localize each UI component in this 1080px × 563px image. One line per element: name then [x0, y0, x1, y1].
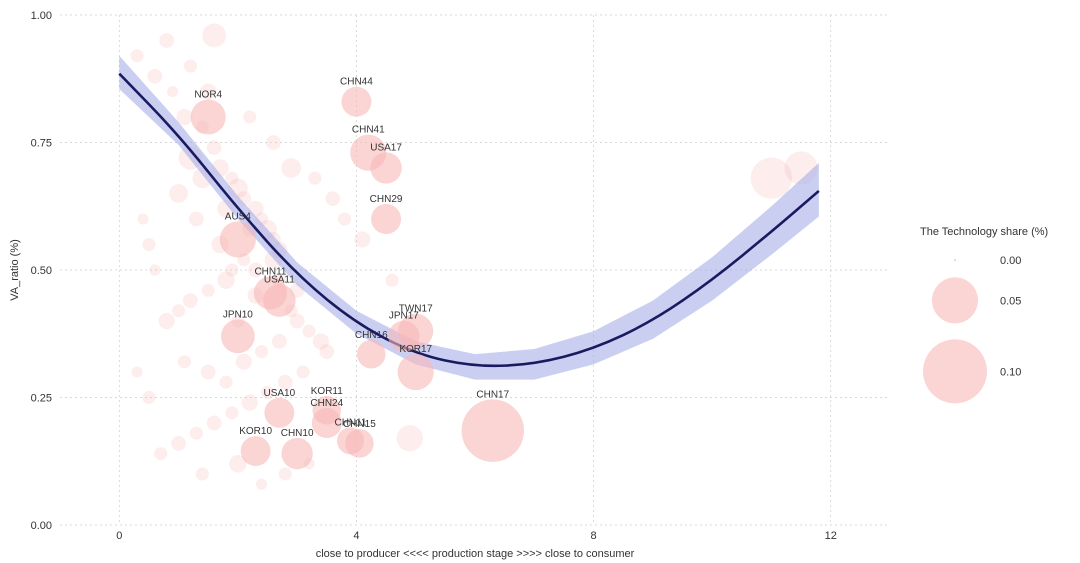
faint-point: [225, 406, 238, 419]
bubble: [370, 152, 401, 183]
faint-point: [154, 447, 167, 460]
faint-point: [242, 395, 258, 411]
bubble-label: KOR17: [399, 344, 432, 355]
bubble-label: NOR4: [194, 90, 222, 101]
bubble: [264, 398, 294, 428]
faint-point: [256, 479, 267, 490]
faint-point: [159, 33, 174, 48]
faint-point: [302, 325, 315, 338]
faint-point: [385, 274, 398, 287]
bubble-label: CHN15: [343, 419, 376, 430]
bubble-label: AUS4: [225, 211, 252, 222]
bubble-label: KOR11: [311, 386, 343, 397]
faint-point: [354, 231, 370, 247]
faint-point: [196, 467, 209, 480]
faint-point: [266, 135, 281, 150]
bubble: [462, 399, 524, 461]
bubble-label: USA17: [370, 142, 402, 153]
bubble-label: CHN24: [310, 398, 343, 409]
faint-point: [202, 284, 215, 297]
legend-bubble: [954, 259, 956, 261]
faint-point: [225, 263, 238, 276]
bubble: [221, 319, 255, 353]
bubble: [191, 100, 226, 135]
bubble-label: USA11: [264, 274, 295, 285]
bubble-label: CHN17: [476, 389, 509, 400]
faint-point: [202, 24, 226, 48]
bubble: [263, 284, 296, 317]
scatter-chart: NOR4CHN44CHN41USA17CHN29AUS4CHN11USA11JP…: [0, 0, 1080, 563]
faint-point: [142, 391, 155, 404]
faint-point: [147, 69, 162, 84]
faint-point: [190, 427, 203, 440]
bubble-label: KOR10: [239, 426, 272, 437]
faint-point: [325, 191, 340, 206]
x-tick-label: 0: [116, 530, 122, 542]
faint-point: [172, 304, 185, 317]
legend-bubble: [923, 339, 987, 403]
faint-point: [297, 365, 310, 378]
bubble-label: CHN41: [352, 125, 385, 136]
bubble: [241, 436, 271, 466]
x-axis-label: close to producer <<<< production stage …: [316, 548, 635, 560]
y-tick-label: 0.75: [31, 138, 52, 150]
y-tick-label: 0.25: [31, 393, 52, 405]
faint-point: [308, 172, 321, 185]
bubble-label: CHN44: [340, 77, 373, 88]
legend-item-label: 0.05: [1000, 295, 1021, 307]
faint-point: [184, 59, 197, 72]
faint-point: [255, 345, 268, 358]
x-tick-label: 8: [591, 530, 597, 542]
x-tick-label: 12: [825, 530, 837, 542]
faint-point: [338, 212, 351, 225]
y-tick-label: 1.00: [31, 10, 52, 22]
faint-point: [159, 313, 175, 329]
bubble: [341, 87, 371, 117]
faint-point: [207, 140, 222, 155]
bubble: [220, 221, 256, 257]
faint-point: [167, 86, 178, 97]
faint-point: [169, 184, 188, 203]
faint-point: [397, 425, 423, 451]
bubble: [345, 429, 374, 458]
faint-point: [171, 436, 186, 451]
bubble-label: JPN17: [389, 311, 419, 322]
faint-point: [201, 365, 216, 380]
faint-point: [132, 366, 143, 377]
faint-point: [279, 467, 292, 480]
legend-item-label: 0.10: [1000, 366, 1021, 378]
faint-point: [219, 376, 232, 389]
bubble-label: CHN10: [281, 428, 314, 439]
bubble-label: CHN29: [370, 194, 403, 205]
bubble-label: CHN16: [355, 330, 388, 341]
faint-point: [319, 344, 334, 359]
x-tick-label: 4: [353, 530, 359, 542]
y-tick-label: 0.50: [31, 265, 52, 277]
faint-point: [236, 354, 252, 370]
legend-item-label: 0.00: [1000, 255, 1021, 267]
y-axis-label: VA_ratio (%): [9, 239, 21, 301]
bubble: [398, 354, 434, 390]
bubble-label: JPN10: [223, 309, 253, 320]
faint-point: [207, 416, 222, 431]
faint-point: [272, 334, 287, 349]
faint-point: [189, 212, 204, 227]
faint-point: [281, 158, 301, 178]
bubble: [281, 438, 312, 469]
faint-point: [178, 355, 191, 368]
chart-container: { "chart": { "type": "scatter", "width":…: [0, 0, 1080, 563]
faint-point: [290, 314, 305, 329]
bubble: [357, 340, 386, 369]
faint-point: [142, 238, 155, 251]
y-tick-label: 0.00: [31, 520, 52, 532]
faint-point: [183, 293, 198, 308]
bubble-label: USA10: [264, 388, 296, 399]
faint-point: [131, 49, 144, 62]
legend-bubble: [932, 277, 978, 323]
faint-point: [149, 264, 160, 275]
faint-point: [137, 213, 148, 224]
bubble: [371, 204, 401, 234]
faint-point: [243, 110, 256, 123]
legend-title: The Technology share (%): [920, 226, 1048, 238]
